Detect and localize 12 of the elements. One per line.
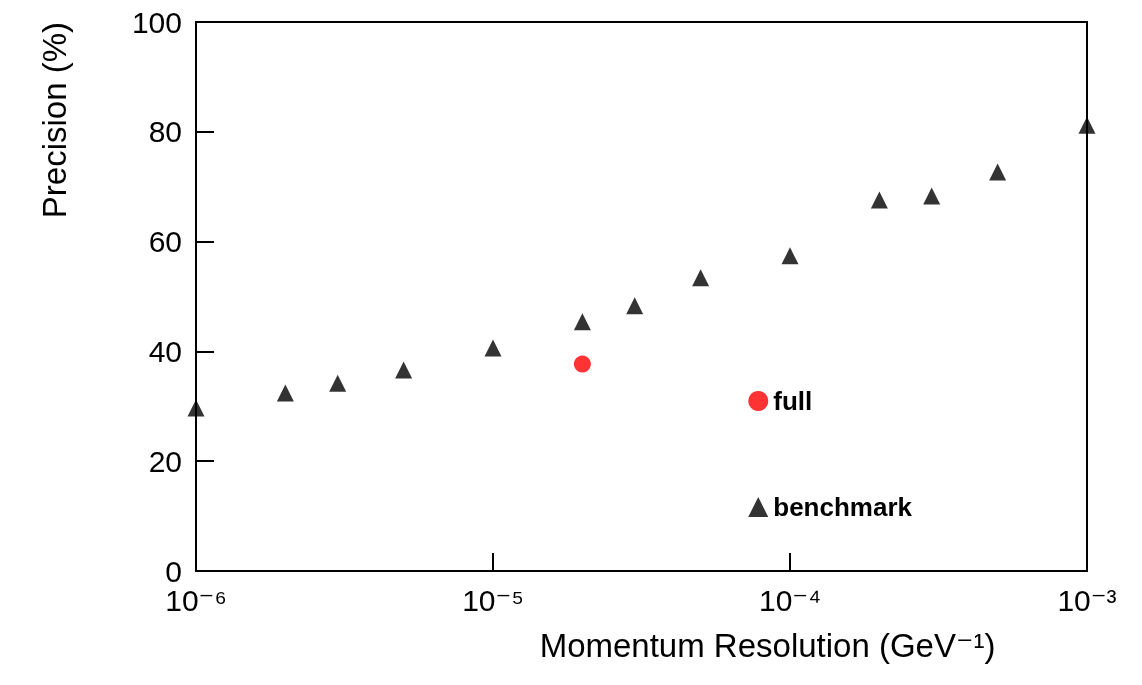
y-tick-label: 100	[131, 5, 182, 39]
x-tick-label: 10⁻⁵	[462, 583, 524, 617]
y-axis-title: Precision (%)	[36, 22, 73, 219]
y-tick-label: 20	[148, 444, 182, 478]
y-tick-label: 80	[148, 115, 182, 149]
y-tick-label: 40	[148, 334, 182, 368]
legend-label: benchmark	[773, 492, 913, 522]
x-tick-label: 10⁻⁴	[758, 583, 822, 617]
x-tick-label: 10⁻³	[1057, 583, 1117, 617]
x-axis-title: Momentum Resolution (GeV⁻¹)	[539, 627, 996, 664]
y-tick-label: 60	[148, 225, 182, 259]
legend-label: full	[773, 386, 813, 416]
